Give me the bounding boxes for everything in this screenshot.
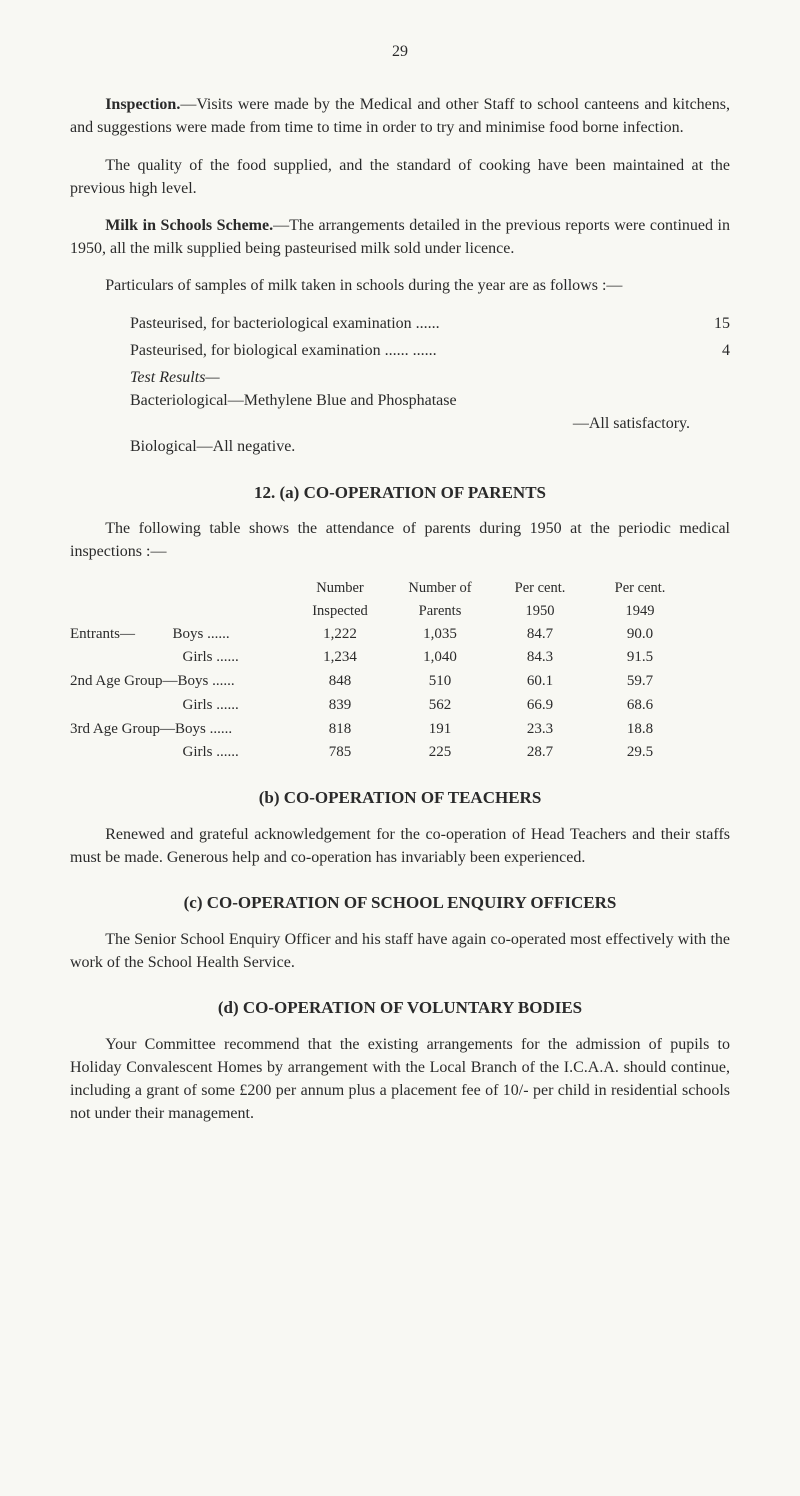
- milk-label: Milk in Schools Scheme.: [105, 217, 273, 234]
- table-row: 3rd Age Group—Boys 818 191 23.3 18.8: [70, 719, 730, 741]
- document-page: 29 Inspection.—Visits were made by the M…: [0, 0, 800, 1496]
- dots: [213, 649, 239, 665]
- table-cell: 818: [290, 719, 390, 741]
- sample-row: Pasteurised, for bacteriological examina…: [130, 312, 730, 335]
- table-cell: 1,222: [290, 624, 390, 646]
- table-cell: Entrants— Boys: [70, 624, 290, 646]
- table-cell: 510: [390, 671, 490, 693]
- test-results-label: Test Results—: [130, 366, 730, 389]
- sample-label: Pasteurised, for bacteriological examina…: [130, 312, 690, 335]
- table-cell: 225: [390, 742, 490, 764]
- table-cell: Girls: [70, 695, 290, 717]
- sample-row: Pasteurised, for biological examination …: [130, 339, 730, 362]
- table-cell: 1949: [590, 601, 690, 622]
- table-cell: 28.7: [490, 742, 590, 764]
- table-cell: 2nd Age Group—Boys: [70, 671, 290, 693]
- section-b-heading: (b) CO-OPERATION OF TEACHERS: [70, 786, 730, 811]
- table-cell: 59.7: [590, 671, 690, 693]
- row-label: Entrants— Boys: [70, 626, 203, 642]
- dots: [208, 673, 234, 689]
- table-cell: 1950: [490, 601, 590, 622]
- table-cell: Inspected: [290, 601, 390, 622]
- table-row: Girls 839 562 66.9 68.6: [70, 695, 730, 717]
- sample-value: 15: [690, 312, 730, 335]
- row-label: Girls: [70, 649, 213, 665]
- table-cell: 839: [290, 695, 390, 717]
- table-cell: 91.5: [590, 647, 690, 669]
- table-cell: [70, 578, 290, 599]
- table-cell: 785: [290, 742, 390, 764]
- table-row: Girls 785 225 28.7 29.5: [70, 742, 730, 764]
- section-d-text: Your Committee recommend that the existi…: [70, 1033, 730, 1126]
- table-row: Girls 1,234 1,040 84.3 91.5: [70, 647, 730, 669]
- table-cell: [70, 601, 290, 622]
- dots: [203, 626, 229, 642]
- section-d-heading: (d) CO-OPERATION OF VOLUNTARY BODIES: [70, 996, 730, 1021]
- table-cell: 1,040: [390, 647, 490, 669]
- sample-list: Pasteurised, for bacteriological examina…: [130, 312, 730, 459]
- table-row: 2nd Age Group—Boys 848 510 60.1 59.7: [70, 671, 730, 693]
- table-cell: Girls: [70, 647, 290, 669]
- inspection-label: Inspection.: [105, 96, 180, 113]
- section-b-text: Renewed and grateful acknowledgement for…: [70, 823, 730, 869]
- table-cell: 90.0: [590, 624, 690, 646]
- table-cell: 84.7: [490, 624, 590, 646]
- row-label: 3rd Age Group—Boys: [70, 721, 206, 737]
- table-cell: 66.9: [490, 695, 590, 717]
- table-cell: Girls: [70, 742, 290, 764]
- table-cell: 84.3: [490, 647, 590, 669]
- table-cell: Number of: [390, 578, 490, 599]
- page-number: 29: [70, 40, 730, 63]
- dots: [213, 697, 239, 713]
- table-header-row: Number Number of Per cent. Per cent.: [70, 578, 730, 599]
- table-cell: 848: [290, 671, 390, 693]
- paragraph-quality: The quality of the food supplied, and th…: [70, 154, 730, 200]
- table-cell: 3rd Age Group—Boys: [70, 719, 290, 741]
- table-cell: Per cent.: [590, 578, 690, 599]
- test-results-text: Test Results—: [130, 369, 220, 386]
- table-cell: 1,234: [290, 647, 390, 669]
- dots: [213, 744, 239, 760]
- all-satisfactory: —All satisfactory.: [130, 412, 690, 435]
- table-subheader-row: Inspected Parents 1950 1949: [70, 601, 730, 622]
- attendance-intro: The following table shows the attendance…: [70, 517, 730, 563]
- attendance-table: Number Number of Per cent. Per cent. Ins…: [70, 578, 730, 765]
- section-12a-heading: 12. (a) CO-OPERATION OF PARENTS: [70, 481, 730, 506]
- table-cell: 23.3: [490, 719, 590, 741]
- dots: [206, 721, 232, 737]
- table-cell: 29.5: [590, 742, 690, 764]
- row-label: Girls: [70, 744, 213, 760]
- paragraph-inspection: Inspection.—Visits were made by the Medi…: [70, 93, 730, 139]
- paragraph-milk: Milk in Schools Scheme.—The arrangements…: [70, 214, 730, 260]
- table-cell: 18.8: [590, 719, 690, 741]
- row-label: Girls: [70, 697, 213, 713]
- sample-label: Pasteurised, for biological examination …: [130, 339, 690, 362]
- table-cell: 562: [390, 695, 490, 717]
- table-cell: 191: [390, 719, 490, 741]
- table-row: Entrants— Boys 1,222 1,035 84.7 90.0: [70, 624, 730, 646]
- paragraph-particulars: Particulars of samples of milk taken in …: [70, 274, 730, 297]
- row-label: 2nd Age Group—Boys: [70, 673, 208, 689]
- table-cell: Per cent.: [490, 578, 590, 599]
- table-cell: Number: [290, 578, 390, 599]
- sample-value: 4: [690, 339, 730, 362]
- table-cell: 1,035: [390, 624, 490, 646]
- table-cell: Parents: [390, 601, 490, 622]
- table-cell: 60.1: [490, 671, 590, 693]
- biological-line: Biological—All negative.: [130, 435, 730, 458]
- section-c-text: The Senior School Enquiry Officer and hi…: [70, 928, 730, 974]
- table-cell: 68.6: [590, 695, 690, 717]
- section-c-heading: (c) CO-OPERATION OF SCHOOL ENQUIRY OFFIC…: [70, 891, 730, 916]
- bacteriological-line: Bacteriological—Methylene Blue and Phosp…: [130, 389, 730, 412]
